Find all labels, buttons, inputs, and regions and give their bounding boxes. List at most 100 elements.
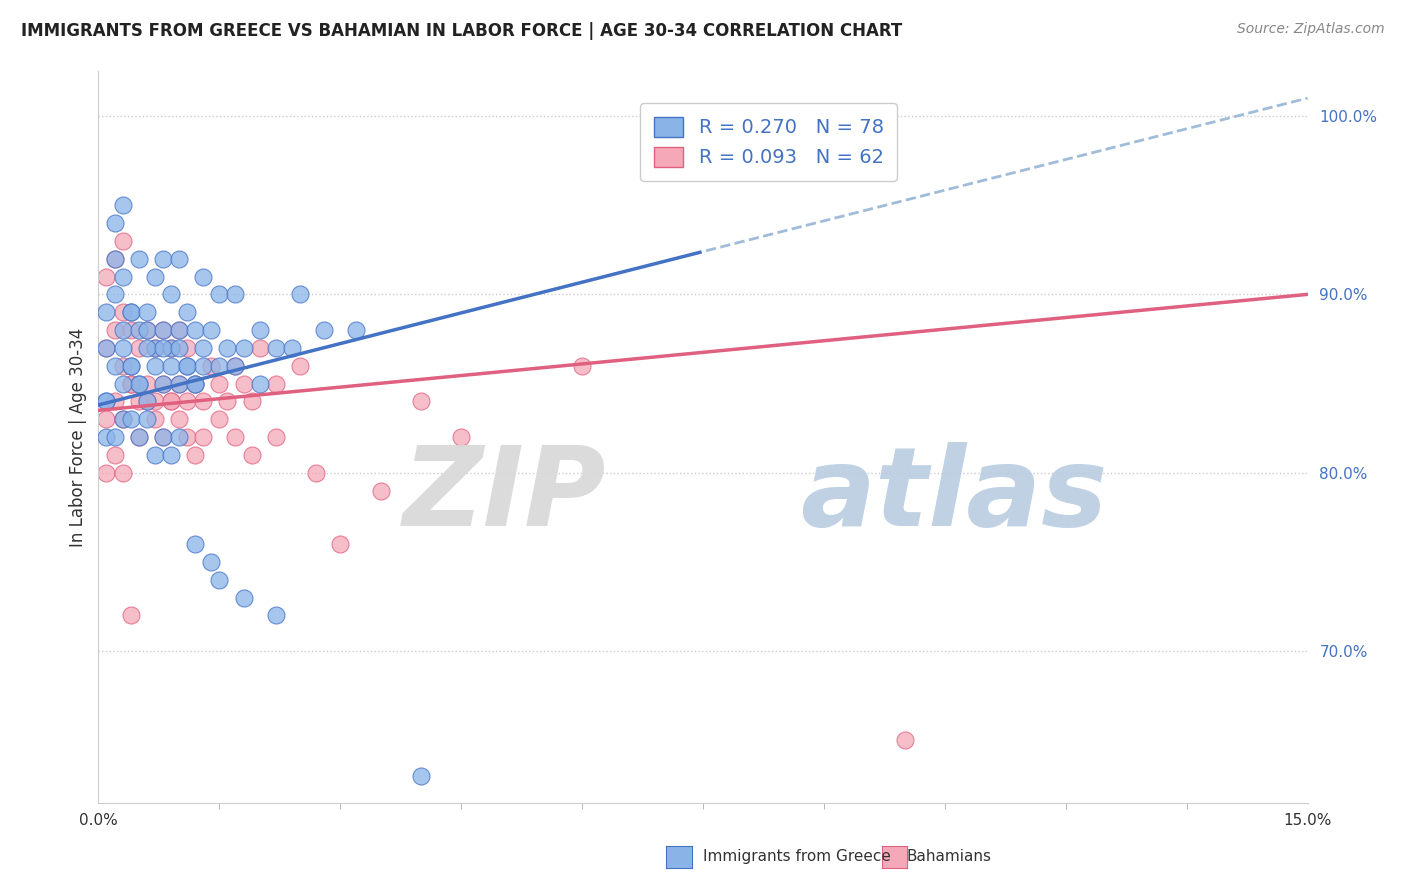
Point [281,341,304,355]
Point [135,376,157,391]
Point [103,216,125,230]
Point [167,252,190,266]
Point [135,323,157,337]
Point [111,323,134,337]
Point [152,430,174,444]
Point [370,483,392,498]
Point [208,412,231,426]
Point [143,341,166,355]
Point [120,305,142,319]
Point [409,394,432,409]
Point [111,198,134,212]
Point [111,359,134,373]
Point [264,430,287,444]
Point [152,252,174,266]
Text: IMMIGRANTS FROM GREECE VS BAHAMIAN IN LABOR FORCE | AGE 30-34 CORRELATION CHART: IMMIGRANTS FROM GREECE VS BAHAMIAN IN LA… [21,22,903,40]
Point [152,323,174,337]
Point [160,359,183,373]
Point [103,359,125,373]
Point [135,341,157,355]
Text: atlas: atlas [800,442,1107,549]
Point [232,591,254,605]
Point [103,252,125,266]
Point [103,394,125,409]
Point [264,376,287,391]
Point [893,733,915,747]
Point [128,430,150,444]
Point [111,412,134,426]
Point [111,376,134,391]
Point [167,412,190,426]
Point [176,341,198,355]
Point [571,359,593,373]
Point [184,537,207,551]
Point [240,394,263,409]
Legend: R = 0.270   N = 78, R = 0.093   N = 62: R = 0.270 N = 78, R = 0.093 N = 62 [640,103,897,181]
Point [135,412,157,426]
Point [120,376,142,391]
Point [103,287,125,301]
Point [135,394,157,409]
Point [176,430,198,444]
Point [264,341,287,355]
Point [167,323,190,337]
Point [128,394,150,409]
Point [167,341,190,355]
Point [128,430,150,444]
Point [111,305,134,319]
Point [160,341,183,355]
Point [128,252,150,266]
Point [128,341,150,355]
Point [193,394,215,409]
Point [128,323,150,337]
Point [450,430,472,444]
Point [208,359,231,373]
Point [176,359,198,373]
Point [96,466,118,480]
Point [200,359,222,373]
Point [96,412,118,426]
Point [249,376,271,391]
Point [143,269,166,284]
Point [208,376,231,391]
Point [193,269,215,284]
Point [103,430,125,444]
Point [120,323,142,337]
Point [135,323,157,337]
Point [217,341,239,355]
Point [193,341,215,355]
Point [143,394,166,409]
Point [193,430,215,444]
Point [96,341,118,355]
Point [160,394,183,409]
Point [167,376,190,391]
Point [249,323,271,337]
Point [143,412,166,426]
Point [152,430,174,444]
Point [96,341,118,355]
Point [184,376,207,391]
Point [305,466,328,480]
Point [120,305,142,319]
Point [176,305,198,319]
Point [103,448,125,462]
Point [240,448,263,462]
Point [111,269,134,284]
Point [103,323,125,337]
Point [96,305,118,319]
Point [409,769,432,783]
Point [96,269,118,284]
Point [143,341,166,355]
Point [160,448,183,462]
Point [143,359,166,373]
Point [152,323,174,337]
Point [167,323,190,337]
Point [329,537,352,551]
Point [120,359,142,373]
Point [176,394,198,409]
Point [152,376,174,391]
Point [120,359,142,373]
Point [135,305,157,319]
Point [288,359,311,373]
Point [167,430,190,444]
